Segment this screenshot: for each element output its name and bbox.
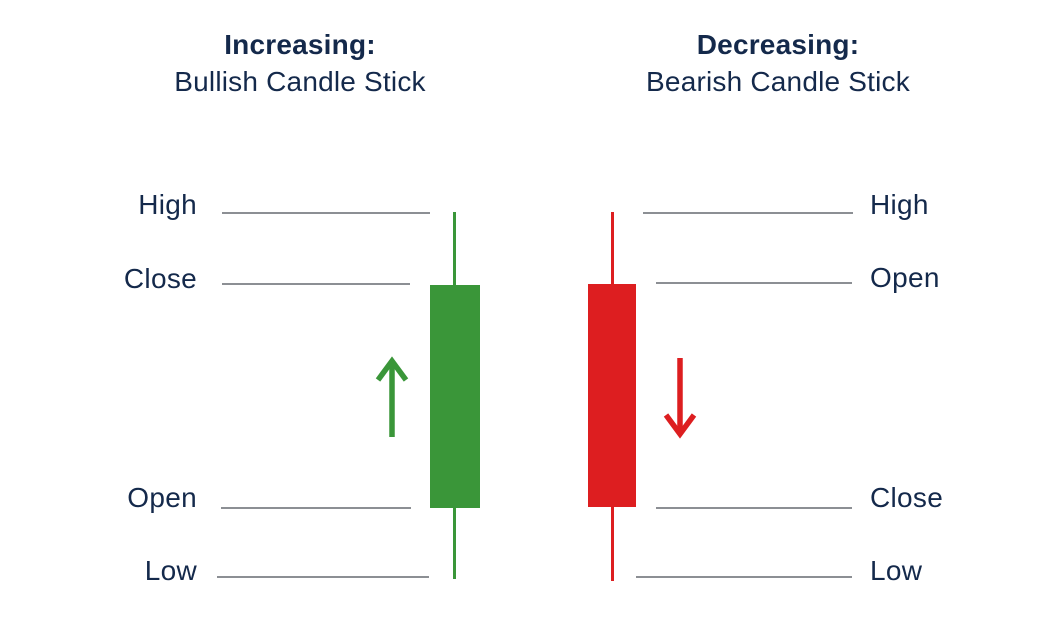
bearish-close-label: Close [870,482,944,513]
bearish-title: Decreasing: Bearish Candle Stick [618,26,938,100]
bearish-upper-wick [611,212,614,284]
bearish-low-guide-line [636,576,852,578]
bullish-upper-wick [453,212,456,285]
bullish-open-guide-line [221,507,411,509]
bearish-lower-wick [611,507,614,581]
arrow-down-icon [662,356,698,440]
bearish-open-guide-line [656,282,852,284]
bullish-lower-wick [453,508,456,579]
bearish-high-guide-line [643,212,853,214]
bullish-title: Increasing: Bullish Candle Stick [140,26,460,100]
bullish-close-guide-line [222,283,410,285]
arrow-up-icon [374,355,410,439]
bearish-heading: Decreasing: [696,29,860,60]
bullish-high-label: High [138,189,197,220]
bullish-close-label: Close [123,263,197,294]
bearish-candle-body [588,284,636,507]
bearish-open-label: Open [870,262,940,293]
bullish-low-label: Low [144,555,197,586]
bullish-open-label: Open [127,482,197,513]
bearish-low-label: Low [870,555,923,586]
bullish-heading: Increasing: [224,29,376,60]
bullish-high-guide-line [222,212,430,214]
bullish-low-guide-line [217,576,429,578]
bearish-high-label: High [870,189,929,220]
bearish-subheading: Bearish Candle Stick [646,66,910,97]
bullish-subheading: Bullish Candle Stick [174,66,426,97]
bullish-candle-body [430,285,480,508]
bearish-close-guide-line [656,507,852,509]
